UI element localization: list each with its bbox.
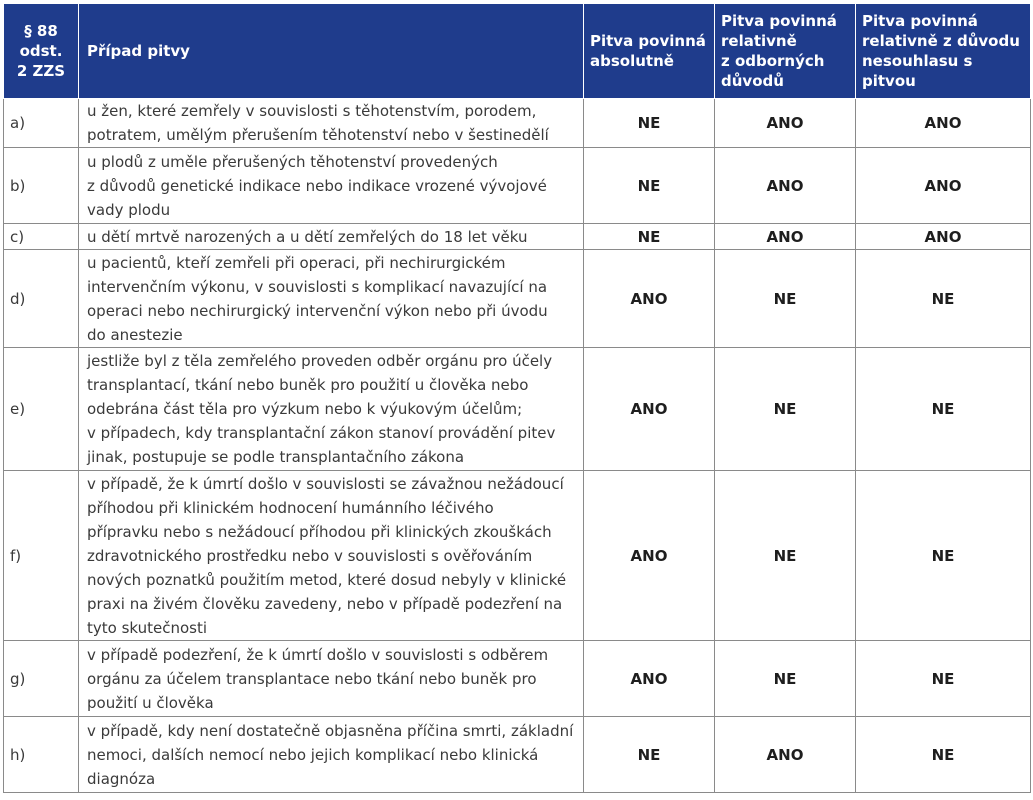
row-absolute-value: NE <box>583 223 715 250</box>
header-case: Případ pitvy <box>78 3 584 99</box>
table-row: g) v případě podezření, že k úmrtí došlo… <box>3 640 1031 717</box>
row-absolute-value: NE <box>583 716 715 793</box>
row-letter: f) <box>3 470 79 641</box>
row-case-text: u pacientů, kteří zemřeli při operaci, p… <box>78 249 584 348</box>
header-relative-disagreement: Pitva povinná relativně z důvodu nesouhl… <box>855 3 1031 99</box>
row-absolute-value: ANO <box>583 249 715 348</box>
header-row: § 88 odst. 2 ZZS Případ pitvy Pitva povi… <box>3 3 1031 99</box>
row-case-text: v případě podezření, že k úmrtí došlo v … <box>78 640 584 717</box>
table-row: f) v případě, že k úmrtí došlo v souvisl… <box>3 470 1031 641</box>
row-absolute-value: ANO <box>583 640 715 717</box>
row-relative-professional-value: ANO <box>714 147 856 224</box>
row-case-text: v případě, že k úmrtí došlo v souvislost… <box>78 470 584 641</box>
table-row: a) u žen, které zemřely v souvislosti s … <box>3 98 1031 148</box>
row-relative-professional-value: NE <box>714 347 856 471</box>
row-absolute-value: ANO <box>583 347 715 471</box>
header-paragraph: § 88 odst. 2 ZZS <box>3 3 79 99</box>
row-relative-professional-value: NE <box>714 470 856 641</box>
row-letter: h) <box>3 716 79 793</box>
row-relative-professional-value: ANO <box>714 98 856 148</box>
row-letter: c) <box>3 223 79 250</box>
row-relative-professional-value: NE <box>714 640 856 717</box>
row-letter: a) <box>3 98 79 148</box>
row-relative-disagreement-value: ANO <box>855 98 1031 148</box>
row-absolute-value: NE <box>583 147 715 224</box>
autopsy-table-container: § 88 odst. 2 ZZS Případ pitvy Pitva povi… <box>3 3 1031 793</box>
autopsy-table: § 88 odst. 2 ZZS Případ pitvy Pitva povi… <box>3 3 1031 793</box>
header-relative-professional: Pitva povinná relativně z odborných důvo… <box>714 3 856 99</box>
table-row: b) u plodů z uměle přerušených těhotenst… <box>3 147 1031 224</box>
table-row: e) jestliže byl z těla zemřelého provede… <box>3 347 1031 471</box>
table-row: d) u pacientů, kteří zemřeli při operaci… <box>3 249 1031 348</box>
row-case-text: jestliže byl z těla zemřelého proveden o… <box>78 347 584 471</box>
row-relative-disagreement-value: NE <box>855 716 1031 793</box>
row-case-text: u dětí mrtvě narozených a u dětí zemřelý… <box>78 223 584 250</box>
table-header: § 88 odst. 2 ZZS Případ pitvy Pitva povi… <box>3 3 1031 99</box>
row-relative-disagreement-value: NE <box>855 249 1031 348</box>
row-letter: d) <box>3 249 79 348</box>
row-case-text: u plodů z uměle přerušených těhotenství … <box>78 147 584 224</box>
row-relative-disagreement-value: ANO <box>855 147 1031 224</box>
table-row: c) u dětí mrtvě narozených a u dětí zemř… <box>3 223 1031 250</box>
table-body: a) u žen, které zemřely v souvislosti s … <box>3 98 1031 793</box>
row-relative-professional-value: NE <box>714 249 856 348</box>
row-relative-professional-value: ANO <box>714 223 856 250</box>
row-relative-disagreement-value: NE <box>855 470 1031 641</box>
row-letter: g) <box>3 640 79 717</box>
row-absolute-value: NE <box>583 98 715 148</box>
row-letter: b) <box>3 147 79 224</box>
row-case-text: v případě, kdy není dostatečně objasněna… <box>78 716 584 793</box>
table-row: h) v případě, kdy není dostatečně objasn… <box>3 716 1031 793</box>
row-absolute-value: ANO <box>583 470 715 641</box>
row-relative-disagreement-value: NE <box>855 347 1031 471</box>
row-relative-disagreement-value: NE <box>855 640 1031 717</box>
row-letter: e) <box>3 347 79 471</box>
row-relative-professional-value: ANO <box>714 716 856 793</box>
header-absolute: Pitva povinná absolutně <box>583 3 715 99</box>
row-relative-disagreement-value: ANO <box>855 223 1031 250</box>
row-case-text: u žen, které zemřely v souvislosti s těh… <box>78 98 584 148</box>
